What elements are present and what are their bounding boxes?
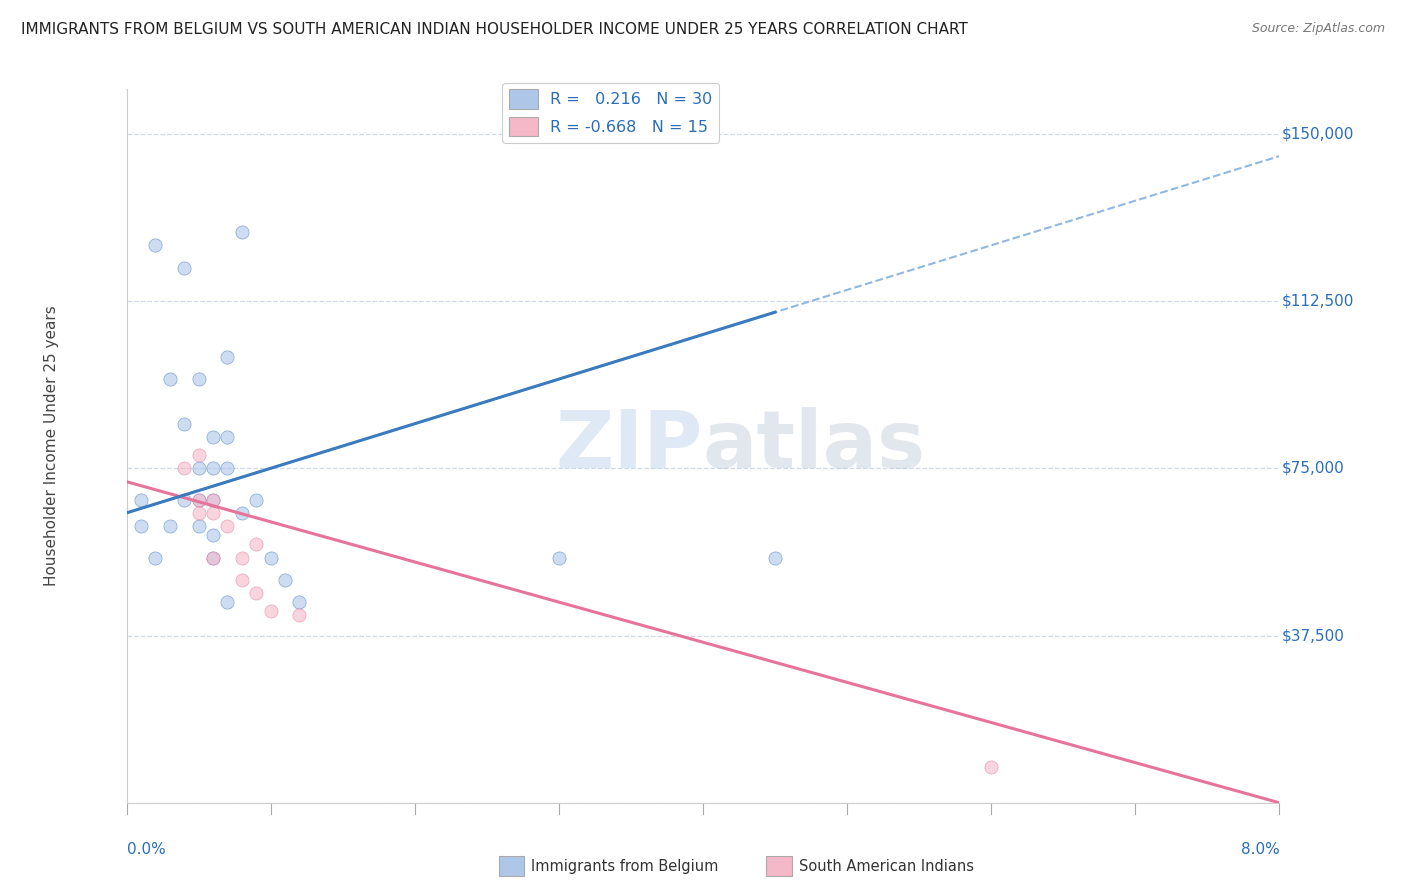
Point (231, 550, 253, 565)
Point (202, 461, 225, 475)
Point (245, 537, 267, 551)
Point (231, 225, 253, 239)
Point (202, 550, 225, 565)
Point (202, 528, 225, 542)
Text: Householder Income Under 25 years: Householder Income Under 25 years (44, 306, 59, 586)
Point (173, 417, 195, 431)
Text: 8.0%: 8.0% (1240, 842, 1279, 857)
Point (202, 492, 225, 507)
Point (187, 448, 209, 462)
Point (245, 586, 267, 600)
Point (231, 506, 253, 520)
Point (187, 519, 209, 533)
Point (173, 461, 195, 475)
Text: ZIP: ZIP (555, 407, 703, 485)
Text: South American Indians: South American Indians (799, 859, 973, 873)
Point (202, 550, 225, 565)
Text: $75,000: $75,000 (1282, 461, 1344, 475)
Text: $150,000: $150,000 (1282, 127, 1354, 141)
Point (217, 519, 239, 533)
Point (288, 608, 311, 623)
Text: IMMIGRANTS FROM BELGIUM VS SOUTH AMERICAN INDIAN HOUSEHOLDER INCOME UNDER 25 YEA: IMMIGRANTS FROM BELGIUM VS SOUTH AMERICA… (21, 22, 967, 37)
Text: Immigrants from Belgium: Immigrants from Belgium (531, 859, 718, 873)
Point (187, 492, 209, 507)
Point (245, 492, 267, 507)
Point (173, 260, 195, 275)
Text: 0.0%: 0.0% (127, 842, 166, 857)
Text: $37,500: $37,500 (1282, 628, 1344, 643)
Point (145, 550, 166, 565)
Point (145, 238, 166, 252)
Point (187, 372, 209, 386)
Point (274, 573, 297, 587)
Point (202, 506, 225, 520)
Point (129, 519, 152, 533)
Point (288, 595, 311, 609)
Point (763, 550, 786, 565)
Point (187, 492, 209, 507)
Text: atlas: atlas (703, 407, 927, 485)
Point (980, 760, 1002, 774)
Point (217, 430, 239, 444)
Point (259, 550, 281, 565)
Point (173, 492, 195, 507)
Point (202, 430, 225, 444)
Point (217, 461, 239, 475)
Point (217, 595, 239, 609)
Point (129, 492, 152, 507)
Point (202, 492, 225, 507)
Text: Source: ZipAtlas.com: Source: ZipAtlas.com (1251, 22, 1385, 36)
Point (187, 506, 209, 520)
Text: $112,500: $112,500 (1282, 293, 1354, 309)
Legend: R =   0.216   N = 30, R = -0.668   N = 15: R = 0.216 N = 30, R = -0.668 N = 15 (502, 83, 718, 143)
Point (548, 550, 571, 565)
Point (159, 372, 181, 386)
Point (187, 461, 209, 475)
Point (231, 573, 253, 587)
Point (217, 350, 239, 364)
Point (259, 604, 281, 618)
Point (159, 519, 181, 533)
